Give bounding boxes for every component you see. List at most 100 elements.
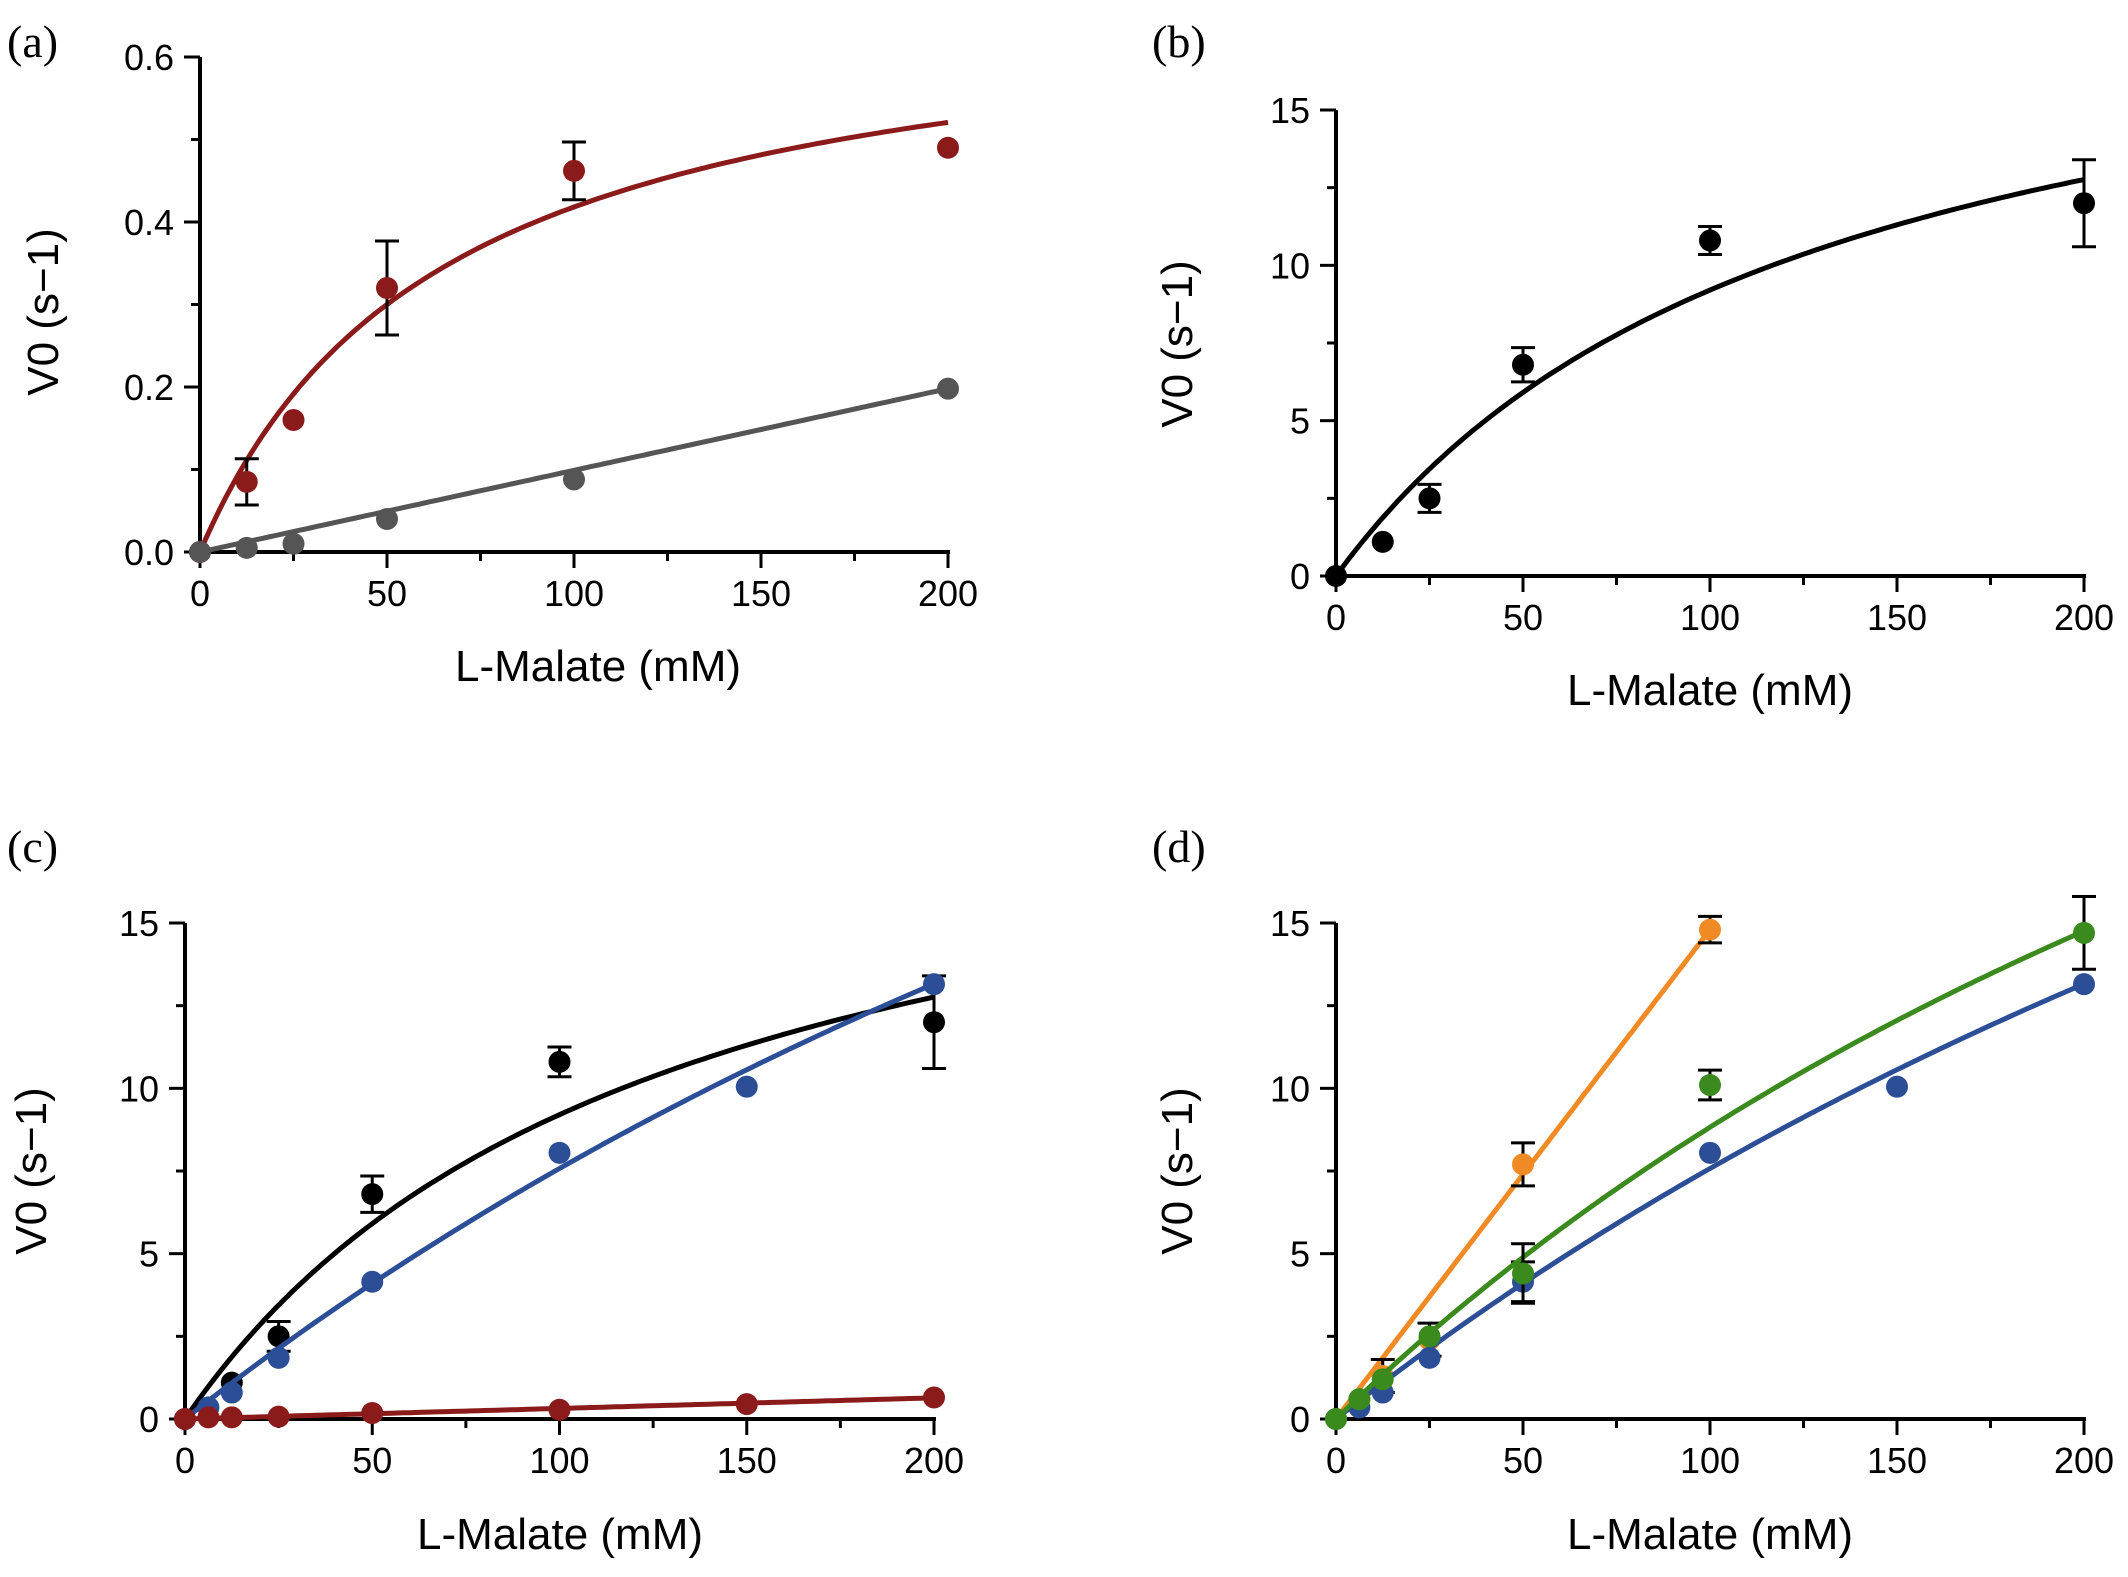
fit-line: [1334, 981, 2085, 1421]
x-tick-label: 0: [1326, 597, 1346, 638]
data-point: [1348, 1388, 1371, 1411]
data-point: [2073, 973, 2095, 996]
data-point: [1325, 565, 1347, 587]
data-point: [1418, 1346, 1441, 1369]
data-point: [548, 1398, 571, 1421]
panel-b: (b) 0 50 100 150 200 0 5 10 15 L-Malate (mM) V0 (s−…: [1152, 16, 2114, 715]
fit-line: [1333, 177, 2085, 578]
y-tick-label: 0: [1290, 556, 1310, 597]
fit-line: [183, 981, 935, 1421]
series-1: [1325, 973, 2095, 1430]
y-tick-label: 5: [1290, 401, 1310, 442]
fit-line: [1334, 928, 2086, 1421]
data-point: [1699, 1074, 1721, 1097]
data-point: [267, 1405, 290, 1428]
data-point: [174, 1408, 196, 1430]
x-tick-label: 100: [1680, 597, 1740, 638]
y-axis-title: V0 (s−1): [1153, 260, 1202, 428]
data-point: [1512, 1262, 1534, 1285]
fit-line: [182, 994, 935, 1421]
y-tick-label: 0: [139, 1399, 159, 1440]
y-tick-label: 10: [119, 1068, 159, 1109]
x-tick-label: 100: [1680, 1440, 1740, 1481]
y-tick-label: 10: [1270, 245, 1310, 286]
x-tick-label: 150: [731, 573, 791, 614]
data-point: [563, 468, 585, 491]
data-point: [548, 1141, 571, 1164]
panel-a: (a) 0 50 100 150 200 0.0 0.2 0.4 0.6 L-Malate (mM)…: [7, 16, 978, 691]
data-point: [1371, 530, 1394, 553]
x-tick-label: 100: [544, 573, 604, 614]
x-tick-label: 100: [529, 1440, 589, 1481]
data-point: [1418, 487, 1441, 510]
x-tick-label: 200: [2054, 1440, 2114, 1481]
y-axis-title: V0 (s−1): [1153, 1087, 1202, 1255]
data-point: [1699, 229, 1721, 252]
data-point: [220, 1381, 243, 1404]
y-tick-label: 15: [1270, 90, 1310, 131]
x-tick-label: 200: [918, 573, 978, 614]
series-0: [189, 119, 959, 563]
y-tick-label: 0.2: [124, 367, 174, 408]
data-point: [1325, 1408, 1347, 1430]
data-point: [235, 470, 258, 493]
data-point: [923, 1386, 945, 1409]
data-point: [361, 1402, 384, 1425]
x-tick-label: 150: [1867, 1440, 1927, 1481]
data-point: [361, 1183, 384, 1206]
data-point: [2073, 921, 2095, 944]
data-point: [2073, 192, 2095, 215]
x-tick-label: 150: [717, 1440, 777, 1481]
data-point: [267, 1346, 290, 1369]
x-axis-title: L-Malate (mM): [417, 1510, 703, 1559]
data-point: [376, 277, 398, 299]
data-point: [923, 973, 945, 996]
data-point: [548, 1050, 571, 1073]
data-point: [189, 541, 211, 563]
panel-label: (a): [7, 16, 58, 67]
x-tick-label: 50: [352, 1440, 392, 1481]
data-point: [282, 532, 305, 555]
x-tick-label: 200: [904, 1440, 964, 1481]
panel-label: (d): [1152, 821, 1206, 872]
x-tick-label: 50: [1503, 1440, 1543, 1481]
y-tick-label: 15: [119, 903, 159, 944]
data-point: [937, 377, 959, 400]
series-0: [1325, 914, 1722, 1430]
panel-c: (c) 0 50 100 150 200 0 5 10 15 L-Malate (mM) V0 (s−…: [7, 821, 964, 1559]
data-point: [735, 1393, 758, 1416]
x-tick-label: 150: [1867, 597, 1927, 638]
x-axis-title: L-Malate (mM): [1567, 666, 1853, 715]
data-point: [1418, 1325, 1441, 1348]
y-axis-title: V0 (s−1): [7, 1087, 56, 1255]
data-point: [1699, 1141, 1721, 1164]
y-tick-label: 0.6: [124, 37, 174, 78]
x-tick-label: 50: [1503, 597, 1543, 638]
data-point: [1512, 1153, 1534, 1176]
data-point: [1699, 918, 1721, 941]
y-tick-label: 0.0: [124, 532, 174, 573]
series-0: [1325, 158, 2096, 587]
x-tick-label: 50: [367, 573, 407, 614]
x-axis-title: L-Malate (mM): [455, 642, 741, 691]
data-point: [1886, 1075, 1908, 1098]
data-point: [937, 136, 959, 159]
y-axis-title: V0 (s−1): [19, 228, 68, 396]
y-tick-label: 0: [1290, 1399, 1310, 1440]
data-point: [1512, 353, 1534, 376]
data-point: [361, 1270, 384, 1293]
data-point: [197, 1406, 220, 1429]
data-point: [1371, 1368, 1394, 1391]
x-tick-label: 0: [1326, 1440, 1346, 1481]
data-point: [235, 536, 258, 559]
data-point: [735, 1075, 758, 1098]
data-point: [220, 1406, 243, 1429]
x-axis-title: L-Malate (mM): [1567, 1510, 1853, 1559]
y-tick-label: 5: [139, 1234, 159, 1275]
y-tick-label: 10: [1270, 1068, 1310, 1109]
panel-label: (b): [1152, 16, 1206, 67]
data-point: [376, 508, 398, 530]
data-point: [923, 1011, 945, 1034]
data-point: [282, 409, 305, 431]
